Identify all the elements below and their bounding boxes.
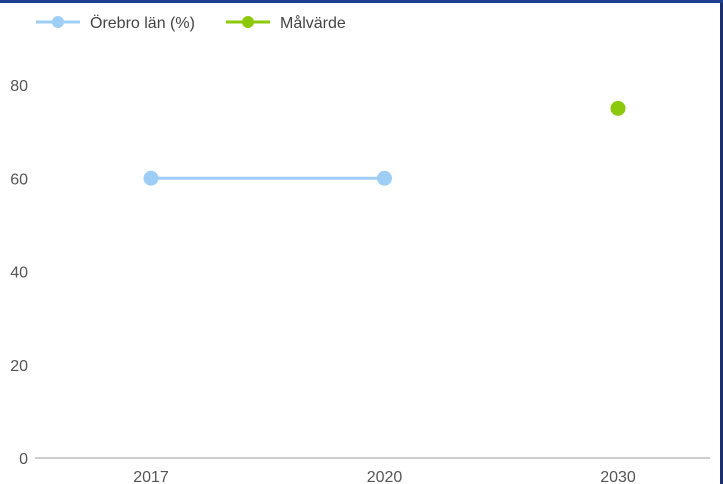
series-points	[143, 100, 626, 186]
legend-label: Målvärde	[280, 14, 346, 32]
y-tick-label: 40	[10, 265, 28, 282]
data-point	[143, 170, 159, 186]
y-tick-label: 80	[10, 78, 28, 95]
top-border	[0, 0, 723, 3]
right-border	[720, 3, 723, 484]
legend-item: Målvärde	[226, 14, 346, 32]
legend-swatch-marker	[242, 16, 254, 28]
data-point	[610, 100, 626, 116]
legend-item: Örebro län (%)	[36, 14, 195, 32]
x-axis-ticks: 2017 2020 2030	[133, 469, 636, 484]
y-tick-label: 0	[19, 451, 28, 468]
x-tick-label: 2020	[367, 469, 403, 484]
y-tick-label: 60	[10, 171, 28, 188]
legend-label: Örebro län (%)	[90, 14, 195, 32]
y-axis-ticks: 0 20 40 60 80	[10, 78, 28, 468]
x-tick-label: 2017	[133, 469, 169, 484]
y-tick-label: 20	[10, 358, 28, 375]
legend: Örebro län (%) Målvärde	[36, 14, 346, 32]
legend-swatch-marker	[52, 16, 64, 28]
x-tick-label: 2030	[600, 469, 636, 484]
data-point	[377, 170, 392, 186]
